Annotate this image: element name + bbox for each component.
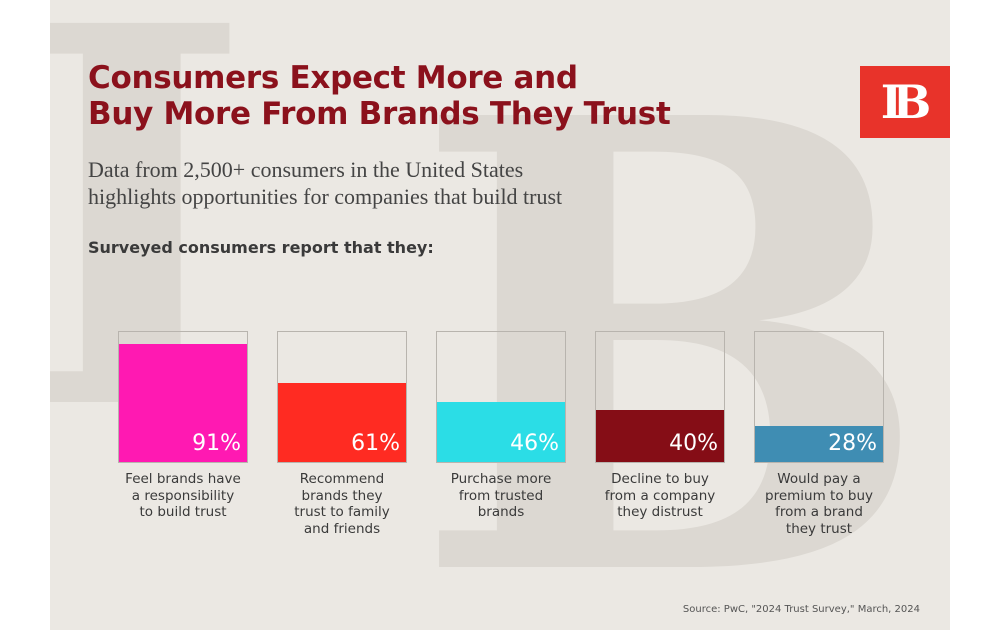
bar-column: 91% Feel brands have a responsibility to…: [118, 331, 248, 521]
bar-caption: Recommend brands they trust to family an…: [277, 471, 407, 537]
caption-line: they trust: [785, 520, 853, 537]
bar-caption: Purchase more from trusted brands: [436, 471, 566, 521]
bar: [755, 426, 883, 462]
title-line: Buy More From Brands They Trust: [88, 96, 671, 132]
watermark-letter: B: [410, 0, 935, 630]
caption-line: trust to family: [294, 504, 390, 520]
bar-caption: Decline to buy from a company they distr…: [595, 471, 725, 521]
bar-frame: 91%: [118, 331, 248, 463]
bar-column: 40% Decline to buy from a company they d…: [595, 331, 725, 521]
subtitle-line: Data from 2,500+ consumers in the United…: [88, 157, 524, 182]
bar-caption: Would pay a premium to buy from a brand …: [754, 471, 884, 537]
bar: [119, 344, 247, 462]
bar-value-label: 28%: [828, 431, 877, 456]
caption-line: Feel brands have: [125, 471, 241, 487]
caption-line: a responsibility: [131, 487, 235, 504]
bar-value-label: 61%: [351, 431, 400, 456]
bar: [278, 383, 406, 462]
caption-line: premium to buy: [765, 487, 873, 504]
bar-frame: 61%: [277, 331, 407, 463]
bar-frame: 46%: [436, 331, 566, 463]
caption-line: from a company: [604, 487, 716, 504]
brand-logo: IB: [860, 66, 950, 138]
caption-line: Recommend: [299, 471, 385, 487]
bar-caption: Feel brands have a responsibility to bui…: [118, 471, 248, 521]
caption-line: Decline to buy: [611, 471, 709, 487]
source-note: Source: PwC, "2024 Trust Survey," March,…: [682, 604, 920, 615]
logo-monogram: IB: [880, 75, 932, 129]
caption-line: Would pay a: [777, 471, 861, 487]
bar: [437, 402, 565, 462]
bar-frame: 28%: [754, 331, 884, 463]
caption-line: and friends: [303, 520, 381, 537]
bar-frame: 40%: [595, 331, 725, 463]
bar-column: 61% Recommend brands they trust to famil…: [277, 331, 407, 537]
caption-line: they distrust: [617, 504, 703, 520]
caption-line: brands: [477, 504, 525, 520]
subtitle: Data from 2,500+ consumers in the United…: [88, 156, 688, 210]
bar: [596, 410, 724, 462]
bar-value-label: 46%: [510, 431, 559, 456]
bar-column: 28% Would pay a premium to buy from a br…: [754, 331, 884, 537]
caption-line: from a brand: [775, 504, 863, 520]
bar-value-label: 91%: [192, 431, 241, 456]
caption-line: from trusted: [458, 487, 544, 504]
infographic-card: I B Consumers Expect More and Buy More F…: [50, 0, 950, 630]
title-line: Consumers Expect More and: [88, 60, 578, 96]
bar-column: 46% Purchase more from trusted brands: [436, 331, 566, 521]
caption-line: to build trust: [139, 504, 227, 520]
caption-line: brands they: [301, 487, 383, 504]
subtitle-line: highlights opportunities for companies t…: [88, 184, 563, 209]
caption-line: Purchase more: [450, 471, 552, 487]
page-title: Consumers Expect More and Buy More From …: [88, 60, 788, 132]
chart-intro: Surveyed consumers report that they:: [88, 238, 434, 257]
bar-value-label: 40%: [669, 431, 718, 456]
